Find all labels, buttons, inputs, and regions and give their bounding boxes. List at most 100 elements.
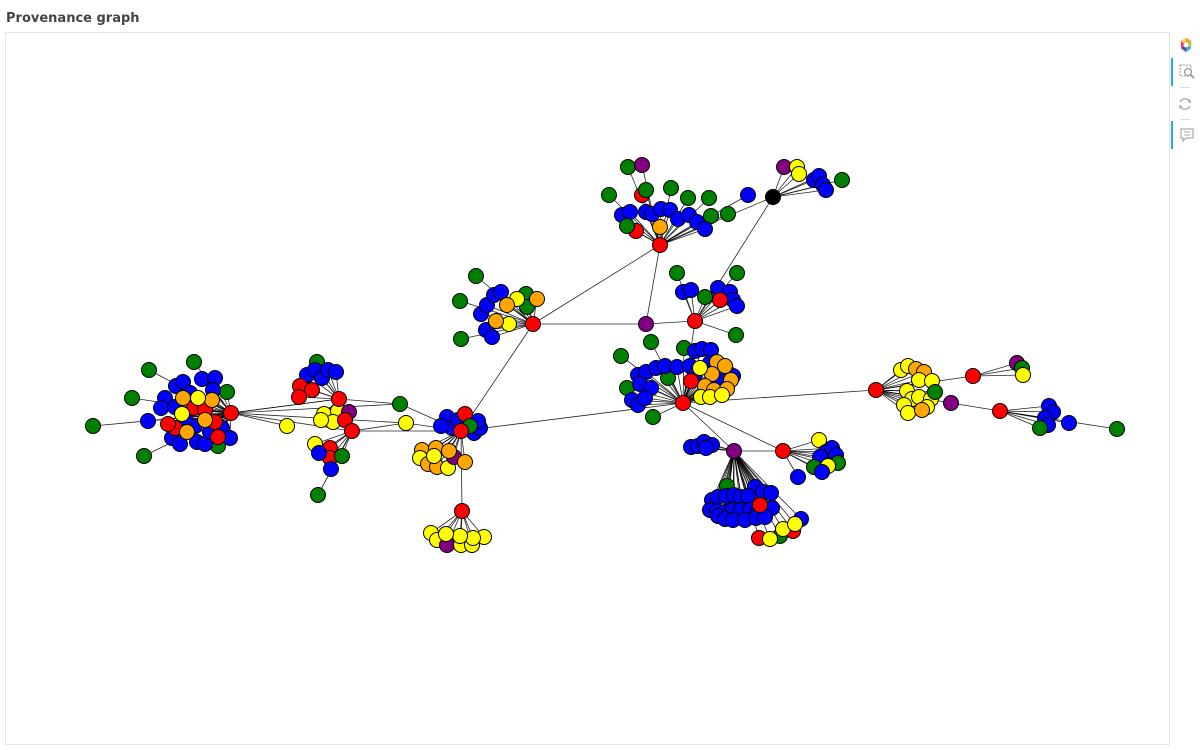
- graph-node[interactable]: [620, 159, 636, 175]
- bokeh-logo-button[interactable]: [1171, 30, 1199, 58]
- graph-node[interactable]: [136, 448, 152, 464]
- graph-hub-node[interactable]: [398, 415, 414, 431]
- graph-nodes[interactable]: [85, 157, 1125, 553]
- graph-node[interactable]: [433, 418, 449, 434]
- graph-node[interactable]: [219, 384, 235, 400]
- graph-node[interactable]: [190, 390, 206, 406]
- graph-node[interactable]: [484, 329, 500, 345]
- graph-hub-node[interactable]: [652, 237, 668, 253]
- graph-node[interactable]: [452, 293, 468, 309]
- graph-node[interactable]: [453, 331, 469, 347]
- graph-hub-node[interactable]: [454, 503, 470, 519]
- graph-node[interactable]: [634, 157, 650, 173]
- graph-node[interactable]: [1109, 421, 1125, 437]
- graph-node[interactable]: [323, 461, 339, 477]
- graph-node[interactable]: [701, 190, 717, 206]
- graph-node[interactable]: [697, 289, 713, 305]
- graph-node[interactable]: [790, 469, 806, 485]
- graph-node[interactable]: [141, 362, 157, 378]
- graph-node[interactable]: [698, 440, 714, 456]
- graph-node[interactable]: [669, 265, 685, 281]
- graph-node[interactable]: [729, 265, 745, 281]
- graph-node[interactable]: [85, 418, 101, 434]
- graph-hub-node[interactable]: [943, 395, 959, 411]
- graph-node[interactable]: [740, 187, 756, 203]
- graph-node[interactable]: [663, 180, 679, 196]
- graph-hub-node[interactable]: [765, 189, 781, 205]
- graph-node[interactable]: [728, 327, 744, 343]
- graph-node[interactable]: [311, 445, 327, 461]
- graph-hub-node[interactable]: [331, 391, 347, 407]
- graph-node[interactable]: [172, 436, 188, 452]
- graph-node[interactable]: [457, 454, 473, 470]
- graph-node[interactable]: [814, 464, 830, 480]
- graph-node[interactable]: [601, 187, 617, 203]
- graph-hub-node[interactable]: [868, 382, 884, 398]
- graph-node[interactable]: [1061, 415, 1077, 431]
- hover-tool[interactable]: [1171, 121, 1199, 149]
- graph-hub-node[interactable]: [687, 313, 703, 329]
- graph-node[interactable]: [622, 204, 638, 220]
- graph-node[interactable]: [124, 390, 140, 406]
- graph-node[interactable]: [488, 313, 504, 329]
- graph-node[interactable]: [499, 297, 515, 313]
- graph-node[interactable]: [1032, 420, 1048, 436]
- graph-node[interactable]: [140, 413, 156, 429]
- graph-node[interactable]: [501, 316, 517, 332]
- graph-node[interactable]: [334, 448, 350, 464]
- graph-node[interactable]: [637, 390, 653, 406]
- graph-node[interactable]: [914, 402, 930, 418]
- graph-node[interactable]: [613, 348, 629, 364]
- graph-node[interactable]: [1015, 367, 1031, 383]
- graph-node[interactable]: [787, 516, 803, 532]
- graph-node[interactable]: [179, 424, 195, 440]
- plot-area[interactable]: [5, 32, 1170, 745]
- graph-node[interactable]: [153, 400, 169, 416]
- graph-node[interactable]: [643, 334, 659, 350]
- graph-node[interactable]: [493, 284, 509, 300]
- graph-node[interactable]: [717, 358, 733, 374]
- graph-node[interactable]: [291, 389, 307, 405]
- graph-node[interactable]: [619, 218, 635, 234]
- graph-node[interactable]: [927, 384, 943, 400]
- box-zoom-tool[interactable]: [1171, 58, 1199, 86]
- graph-hub-node[interactable]: [525, 316, 541, 332]
- graph-node[interactable]: [438, 526, 454, 542]
- graph-hub-node[interactable]: [344, 423, 360, 439]
- graph-node[interactable]: [304, 382, 320, 398]
- graph-node[interactable]: [818, 182, 834, 198]
- graph-node[interactable]: [328, 364, 344, 380]
- graph-node[interactable]: [452, 528, 468, 544]
- graph-node[interactable]: [692, 360, 708, 376]
- graph-hub-node[interactable]: [279, 418, 295, 434]
- graph-node[interactable]: [652, 219, 668, 235]
- graph-node[interactable]: [529, 291, 545, 307]
- graph-hub-node[interactable]: [638, 316, 654, 332]
- graph-node[interactable]: [729, 298, 745, 314]
- graph-hub-node[interactable]: [992, 403, 1008, 419]
- graph-node[interactable]: [175, 390, 191, 406]
- graph-node[interactable]: [210, 429, 226, 445]
- graph-node[interactable]: [762, 531, 778, 547]
- graph-hub-node[interactable]: [223, 405, 239, 421]
- graph-node[interactable]: [720, 206, 736, 222]
- graph-node[interactable]: [712, 292, 728, 308]
- graph-node[interactable]: [752, 497, 768, 513]
- graph-node[interactable]: [465, 530, 481, 546]
- graph-node[interactable]: [645, 409, 661, 425]
- graph-node[interactable]: [313, 412, 329, 428]
- graph-hub-node[interactable]: [775, 443, 791, 459]
- graph-node[interactable]: [204, 392, 220, 408]
- graph-hub-node[interactable]: [965, 368, 981, 384]
- graph-hub-node[interactable]: [453, 423, 469, 439]
- graph-node[interactable]: [834, 172, 850, 188]
- graph-node[interactable]: [683, 282, 699, 298]
- graph-node[interactable]: [714, 387, 730, 403]
- graph-node[interactable]: [791, 166, 807, 182]
- graph-node[interactable]: [697, 221, 713, 237]
- graph-hub-node[interactable]: [392, 396, 408, 412]
- graph-hub-node[interactable]: [675, 395, 691, 411]
- graph-node[interactable]: [468, 268, 484, 284]
- graph-node[interactable]: [811, 432, 827, 448]
- reset-tool[interactable]: [1171, 90, 1199, 118]
